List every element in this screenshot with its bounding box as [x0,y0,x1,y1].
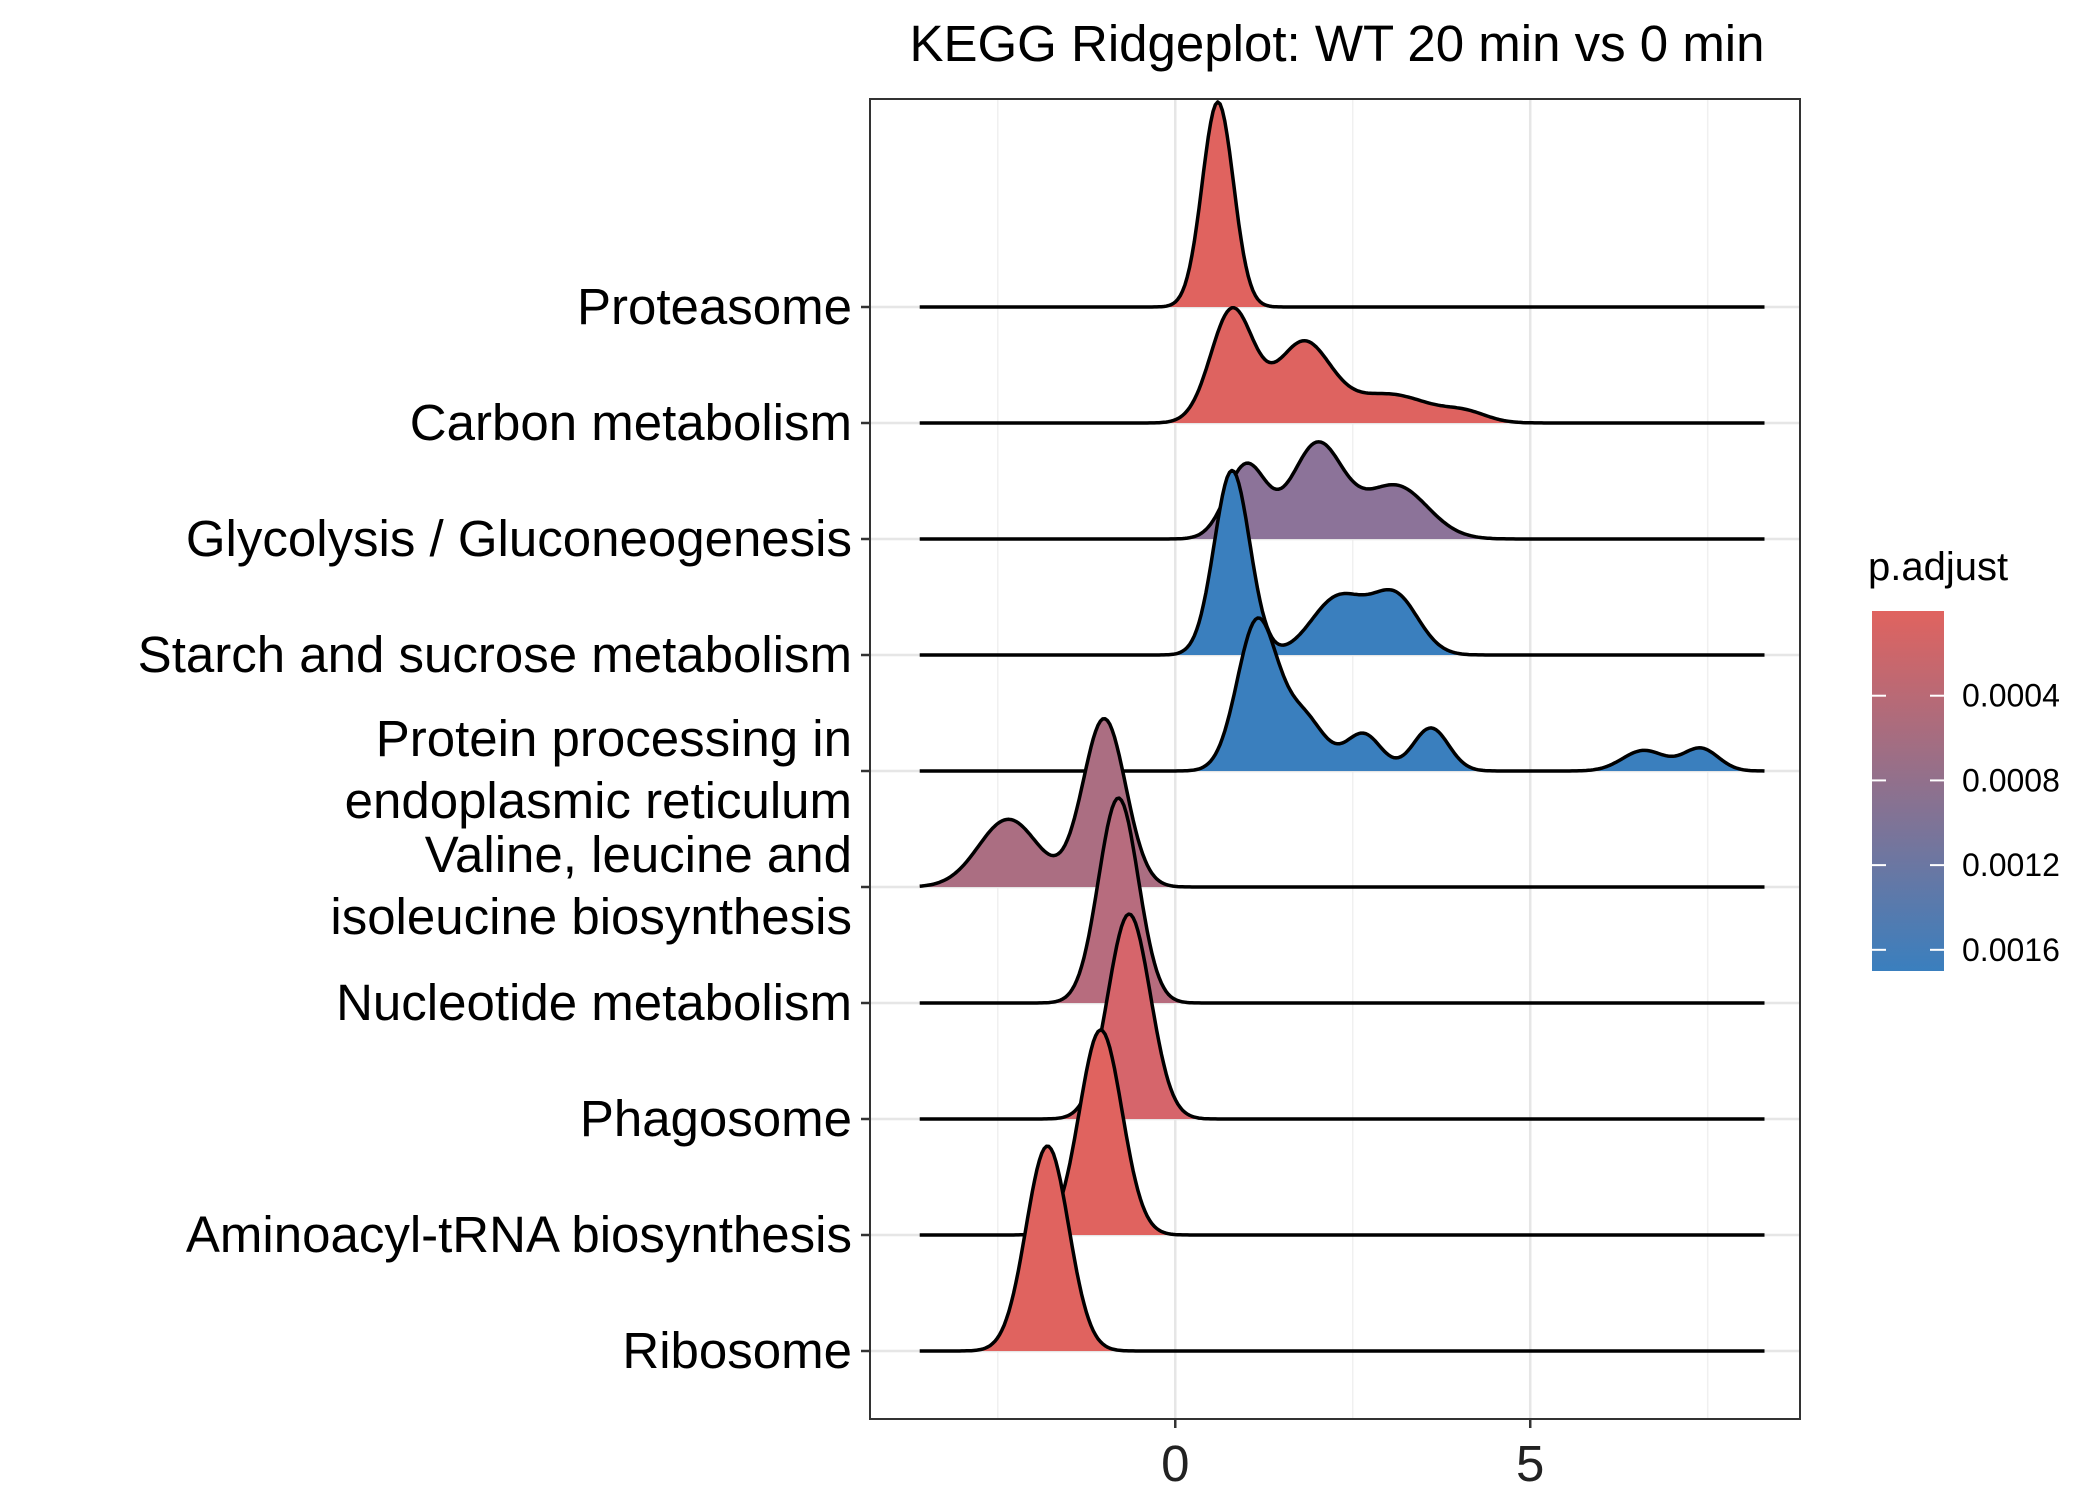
y-tick-label-line: isoleucine biosynthesis [330,888,852,945]
legend-tick-label: 0.0016 [1962,932,2060,968]
ridge-protein-processing-in-endoplasmic-reticulum [919,616,1765,773]
legend-title: p.adjust [1868,545,2008,589]
legend-tick-label: 0.0004 [1962,678,2060,714]
ridge-ribosome [919,1144,1765,1353]
ridges [919,100,1765,1353]
ridge-proteasome [919,100,1765,309]
ridge-fill [919,470,1765,655]
y-tick-label: Proteasome [577,278,852,335]
y-axis: Proteasome Carbon metabolism Glycolysis / … [138,278,870,1379]
ridge-fill [919,441,1765,539]
ridge-starch-and-sucrose-metabolism [919,468,1765,657]
ridge-outline [919,306,1765,425]
ridge-glycolysis-gluconeogenesis [919,440,1765,541]
ridge-fill [919,914,1765,1119]
y-tick-label: Valine, leucine and isoleucine biosynthes… [330,826,852,945]
x-tick-label: 5 [1516,1435,1544,1492]
y-tick-label-line: endoplasmic reticulum [345,772,852,829]
y-tick-label-line: Protein processing in [376,710,852,767]
ridge-fill [919,1030,1765,1235]
chart-title: KEGG Ridgeplot: WT 20 min vs 0 min [909,15,1764,72]
ridge-outline [919,796,1765,1005]
ridge-outline [919,440,1765,541]
ridge-phagosome [919,912,1765,1121]
ridge-fill [919,307,1765,423]
ridge-carbon-metabolism [919,306,1765,425]
legend-ticks: 0.0004 0.0008 0.0012 0.0016 [1872,678,2060,968]
ridge-outline [919,616,1765,773]
ridge-outline [919,468,1765,657]
ridge-outline [919,1144,1765,1353]
panel-border [869,98,1801,1420]
x-tick-label: 0 [1161,1435,1189,1492]
y-tick-label-line: Valine, leucine and [425,826,852,883]
ridge-outline [919,100,1765,309]
y-tick-label: Glycolysis / Gluconeogenesis [186,510,852,567]
ridge-outline [919,716,1765,889]
legend-tick-label: 0.0008 [1962,762,2060,798]
color-legend: p.adjust 0.0004 0.0008 0.0012 0.0016 [1868,545,2060,971]
ridge-outline [919,912,1765,1121]
legend-tick-label: 0.0012 [1962,847,2060,883]
y-tick-label: Carbon metabolism [410,394,852,451]
y-tick-label: Phagosome [580,1090,852,1147]
legend-colorbar [1872,611,1944,971]
y-tick-label: Nucleotide metabolism [336,974,852,1031]
y-tick-label: Starch and sucrose metabolism [138,626,852,683]
y-tick-label: Ribosome [622,1322,852,1379]
y-tick-label: Aminoacyl-tRNA biosynthesis [186,1206,852,1263]
ridge-fill [919,1146,1765,1351]
plot-panel [869,98,1801,1420]
y-tick-label: Protein processing in endoplasmic reticul… [345,710,852,829]
